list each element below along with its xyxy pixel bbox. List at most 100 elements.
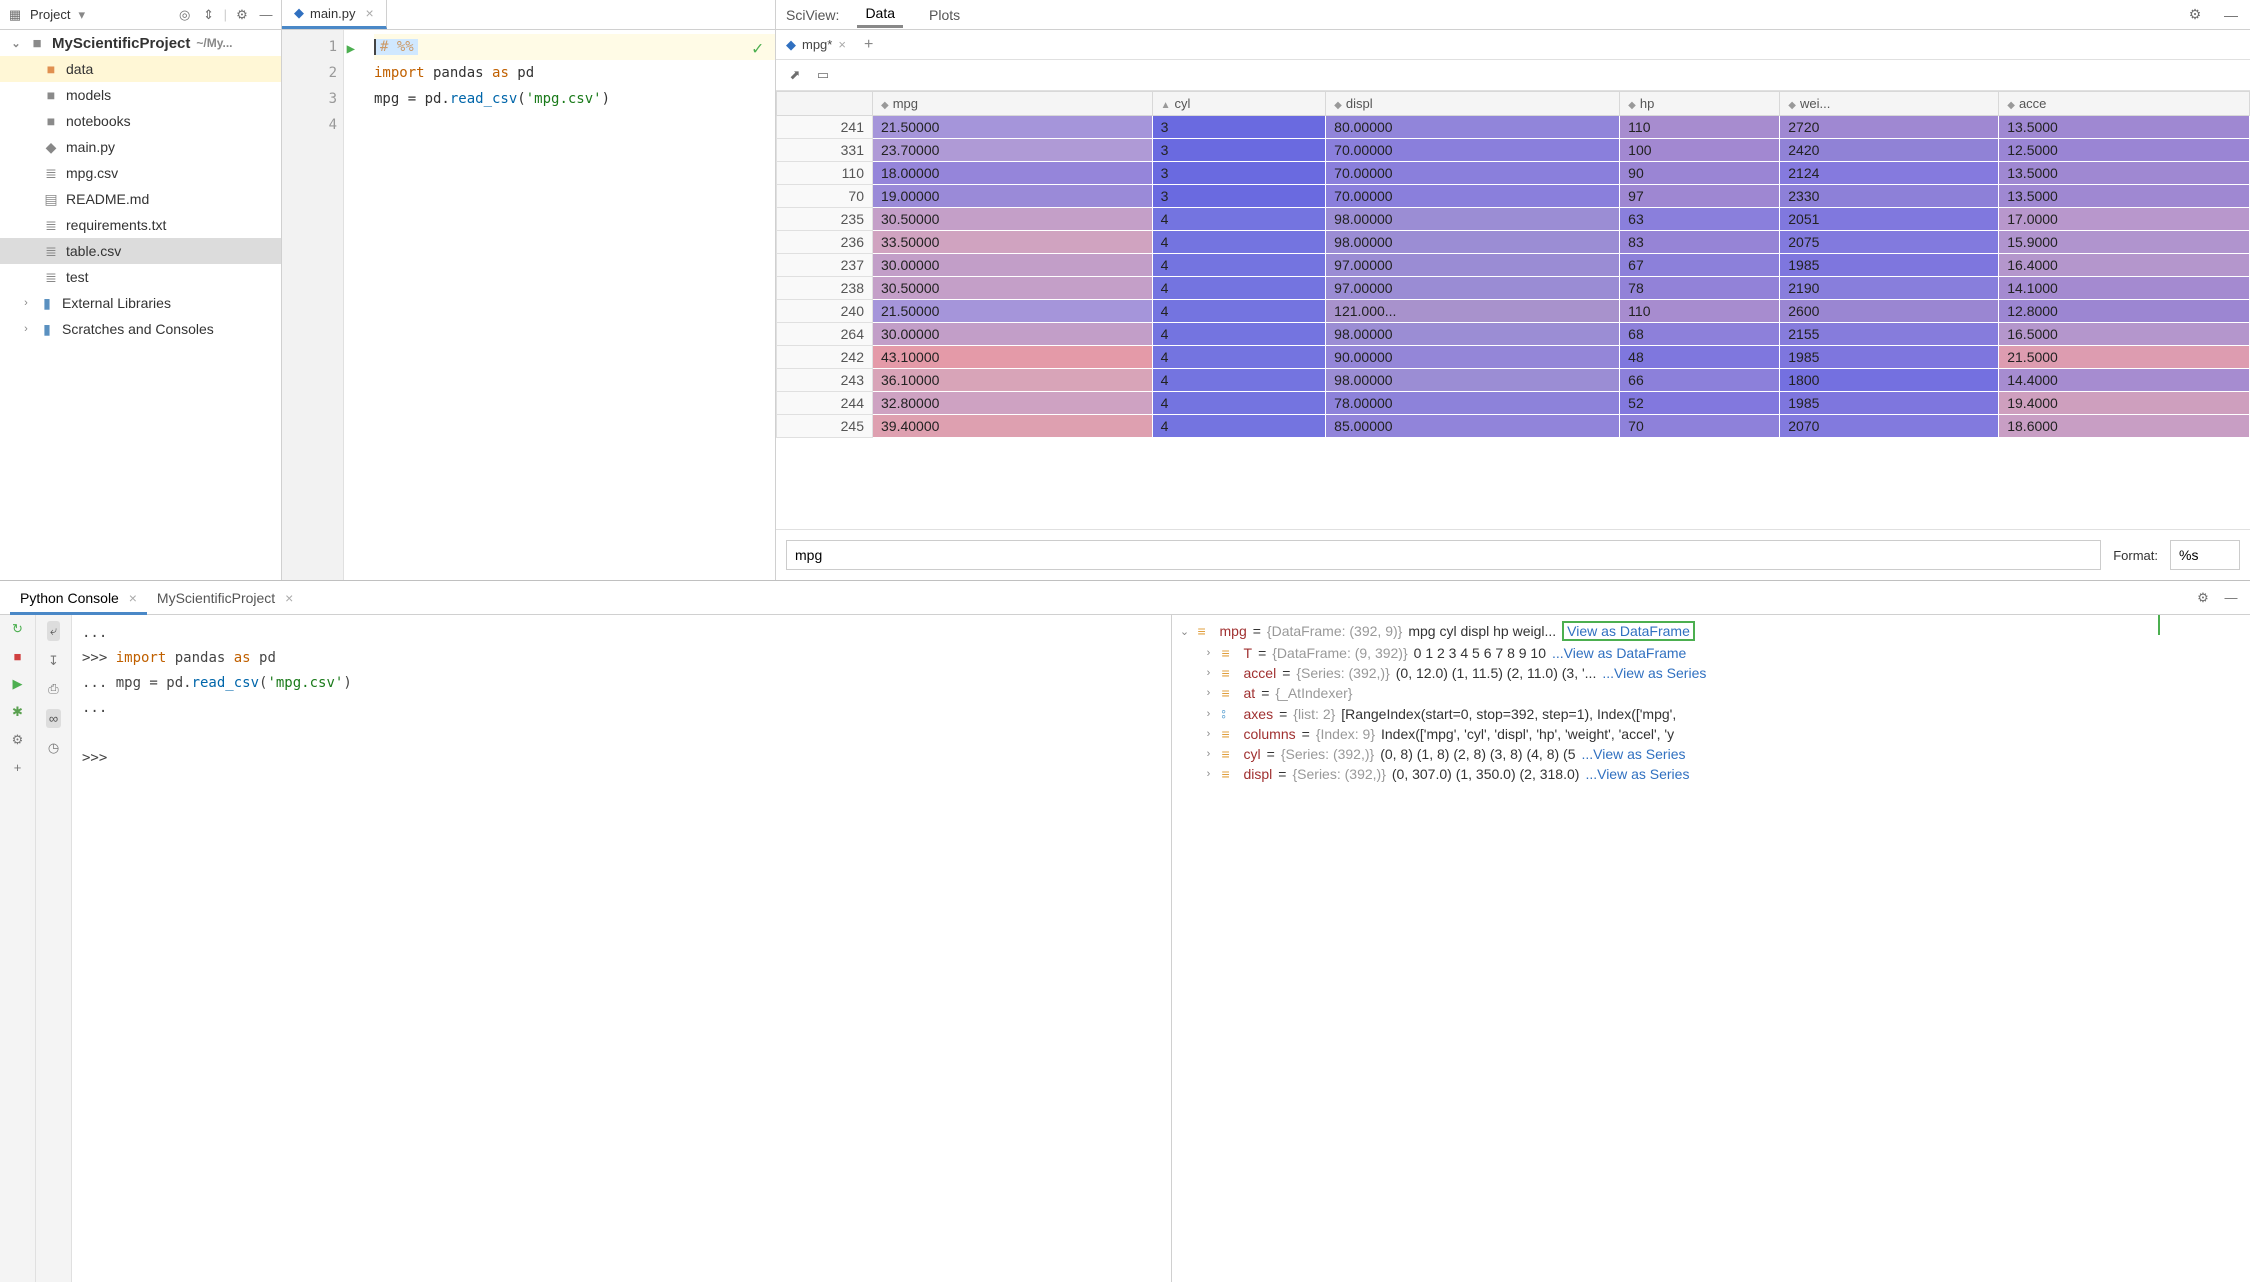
- table-row[interactable]: 23830.50000497.0000078219014.1000: [777, 277, 2250, 300]
- cell[interactable]: 21.5000: [1999, 346, 2250, 369]
- cell[interactable]: 83: [1620, 231, 1780, 254]
- cell[interactable]: 4: [1152, 415, 1326, 438]
- gear-icon[interactable]: ⚙: [233, 6, 251, 24]
- cell[interactable]: 1985: [1780, 392, 1999, 415]
- view-as-link[interactable]: ...View as Series: [1602, 665, 1706, 681]
- variable-row[interactable]: ›≡T = {DataFrame: (9, 392)} 0 1 2 3 4 5 …: [1172, 643, 2250, 663]
- cell[interactable]: 4: [1152, 300, 1326, 323]
- cell[interactable]: 121.000...: [1326, 300, 1620, 323]
- project-dropdown[interactable]: Project: [30, 7, 70, 22]
- cell[interactable]: 85.00000: [1326, 415, 1620, 438]
- code-line[interactable]: # %%: [374, 34, 775, 60]
- cell[interactable]: 1985: [1780, 254, 1999, 277]
- cell[interactable]: 3: [1152, 185, 1326, 208]
- cell[interactable]: 2330: [1780, 185, 1999, 208]
- cell[interactable]: 30.50000: [873, 208, 1153, 231]
- table-row[interactable]: 24121.50000380.00000110272013.5000: [777, 116, 2250, 139]
- add-icon[interactable]: +: [14, 760, 22, 775]
- cell[interactable]: 3: [1152, 139, 1326, 162]
- cell[interactable]: 4: [1152, 323, 1326, 346]
- filter-input[interactable]: [786, 540, 2101, 570]
- minimize-icon[interactable]: —: [257, 6, 275, 24]
- cell[interactable]: 110: [1620, 116, 1780, 139]
- cell[interactable]: 2075: [1780, 231, 1999, 254]
- print-icon[interactable]: ⎙: [48, 681, 58, 697]
- chevron-down-icon[interactable]: ⌄: [10, 37, 22, 50]
- cell[interactable]: 3: [1152, 116, 1326, 139]
- editor-code[interactable]: ✓ # %%import pandas as pdmpg = pd.read_c…: [344, 30, 775, 580]
- table-row[interactable]: 24432.80000478.0000052198519.4000: [777, 392, 2250, 415]
- cell[interactable]: 1800: [1780, 369, 1999, 392]
- cell[interactable]: 30.00000: [873, 323, 1153, 346]
- chevron-down-icon[interactable]: ▾: [78, 7, 85, 23]
- cell[interactable]: 30.50000: [873, 277, 1153, 300]
- tree-item[interactable]: ◆main.py: [0, 134, 281, 160]
- cell[interactable]: 21.50000: [873, 116, 1153, 139]
- chevron-icon[interactable]: ›: [1202, 708, 1216, 720]
- softwrap-icon[interactable]: ⤶: [47, 621, 60, 641]
- cell[interactable]: 18.00000: [873, 162, 1153, 185]
- cell[interactable]: 68: [1620, 323, 1780, 346]
- run-icon[interactable]: ▶: [13, 676, 23, 692]
- cell[interactable]: 2720: [1780, 116, 1999, 139]
- chevron-icon[interactable]: ›: [1202, 748, 1216, 760]
- gear-icon[interactable]: ⚙: [2186, 6, 2204, 24]
- table-row[interactable]: 7019.00000370.0000097233013.5000: [777, 185, 2250, 208]
- view-as-link[interactable]: ...View as Series: [1585, 766, 1689, 782]
- cell[interactable]: 2124: [1780, 162, 1999, 185]
- col-header[interactable]: ▲cyl: [1152, 92, 1326, 116]
- tree-item[interactable]: ▤README.md: [0, 186, 281, 212]
- cell[interactable]: 18.6000: [1999, 415, 2250, 438]
- watch-icon[interactable]: ∞: [46, 709, 61, 728]
- cell[interactable]: 2051: [1780, 208, 1999, 231]
- cell[interactable]: 12.5000: [1999, 139, 2250, 162]
- cell[interactable]: 80.00000: [1326, 116, 1620, 139]
- cell[interactable]: 2190: [1780, 277, 1999, 300]
- variables-panel[interactable]: ⌄≡mpg = {DataFrame: (392, 9)} mpg cyl di…: [1171, 615, 2250, 1282]
- cell[interactable]: 97: [1620, 185, 1780, 208]
- cell[interactable]: 17.0000: [1999, 208, 2250, 231]
- chevron-icon[interactable]: ›: [1202, 687, 1216, 699]
- col-header[interactable]: ◆hp: [1620, 92, 1780, 116]
- variable-row[interactable]: ›⦂axes = {list: 2} [RangeIndex(start=0, …: [1172, 703, 2250, 724]
- cell[interactable]: 19.4000: [1999, 392, 2250, 415]
- console-tab[interactable]: MyScientificProject ×: [147, 584, 303, 612]
- cell[interactable]: 19.00000: [873, 185, 1153, 208]
- cell[interactable]: 4: [1152, 254, 1326, 277]
- cell[interactable]: 13.5000: [1999, 185, 2250, 208]
- cell[interactable]: 4: [1152, 231, 1326, 254]
- settings-icon[interactable]: ⚙: [12, 732, 24, 748]
- chevron-icon[interactable]: ›: [1202, 768, 1216, 780]
- cell[interactable]: 39.40000: [873, 415, 1153, 438]
- view-as-link[interactable]: ...View as Series: [1581, 746, 1685, 762]
- cell[interactable]: 63: [1620, 208, 1780, 231]
- tree-item[interactable]: ›▮Scratches and Consoles: [0, 316, 281, 342]
- tree-item[interactable]: ■models: [0, 82, 281, 108]
- cell[interactable]: 23.70000: [873, 139, 1153, 162]
- tree-item[interactable]: ≣mpg.csv: [0, 160, 281, 186]
- tree-root[interactable]: ⌄ ■ MyScientificProject ~/My...: [0, 30, 281, 56]
- cell[interactable]: 2070: [1780, 415, 1999, 438]
- console-tab[interactable]: Python Console ×: [10, 584, 147, 615]
- add-tab-icon[interactable]: +: [864, 36, 873, 54]
- cell[interactable]: 90: [1620, 162, 1780, 185]
- cell[interactable]: 3: [1152, 162, 1326, 185]
- console-output[interactable]: ...>>> import pandas as pd... mpg = pd.r…: [72, 615, 1171, 1282]
- gear-icon[interactable]: ⚙: [2194, 589, 2212, 607]
- col-header[interactable]: ◆displ: [1326, 92, 1620, 116]
- cell[interactable]: 70: [1620, 415, 1780, 438]
- col-header[interactable]: ◆mpg: [873, 92, 1153, 116]
- cell[interactable]: 70.00000: [1326, 162, 1620, 185]
- chevron-right-icon[interactable]: ›: [20, 297, 32, 309]
- tree-item[interactable]: ›▮External Libraries: [0, 290, 281, 316]
- table-row[interactable]: 24539.40000485.0000070207018.6000: [777, 415, 2250, 438]
- chevron-right-icon[interactable]: ›: [20, 323, 32, 335]
- cell[interactable]: 12.8000: [1999, 300, 2250, 323]
- table-row[interactable]: 11018.00000370.0000090212413.5000: [777, 162, 2250, 185]
- cell[interactable]: 4: [1152, 346, 1326, 369]
- cell[interactable]: 2420: [1780, 139, 1999, 162]
- code-line[interactable]: [374, 112, 775, 138]
- col-header[interactable]: ◆acce: [1999, 92, 2250, 116]
- variable-row[interactable]: ›≡displ = {Series: (392,)} (0, 307.0) (1…: [1172, 764, 2250, 784]
- tree-item[interactable]: ≣requirements.txt: [0, 212, 281, 238]
